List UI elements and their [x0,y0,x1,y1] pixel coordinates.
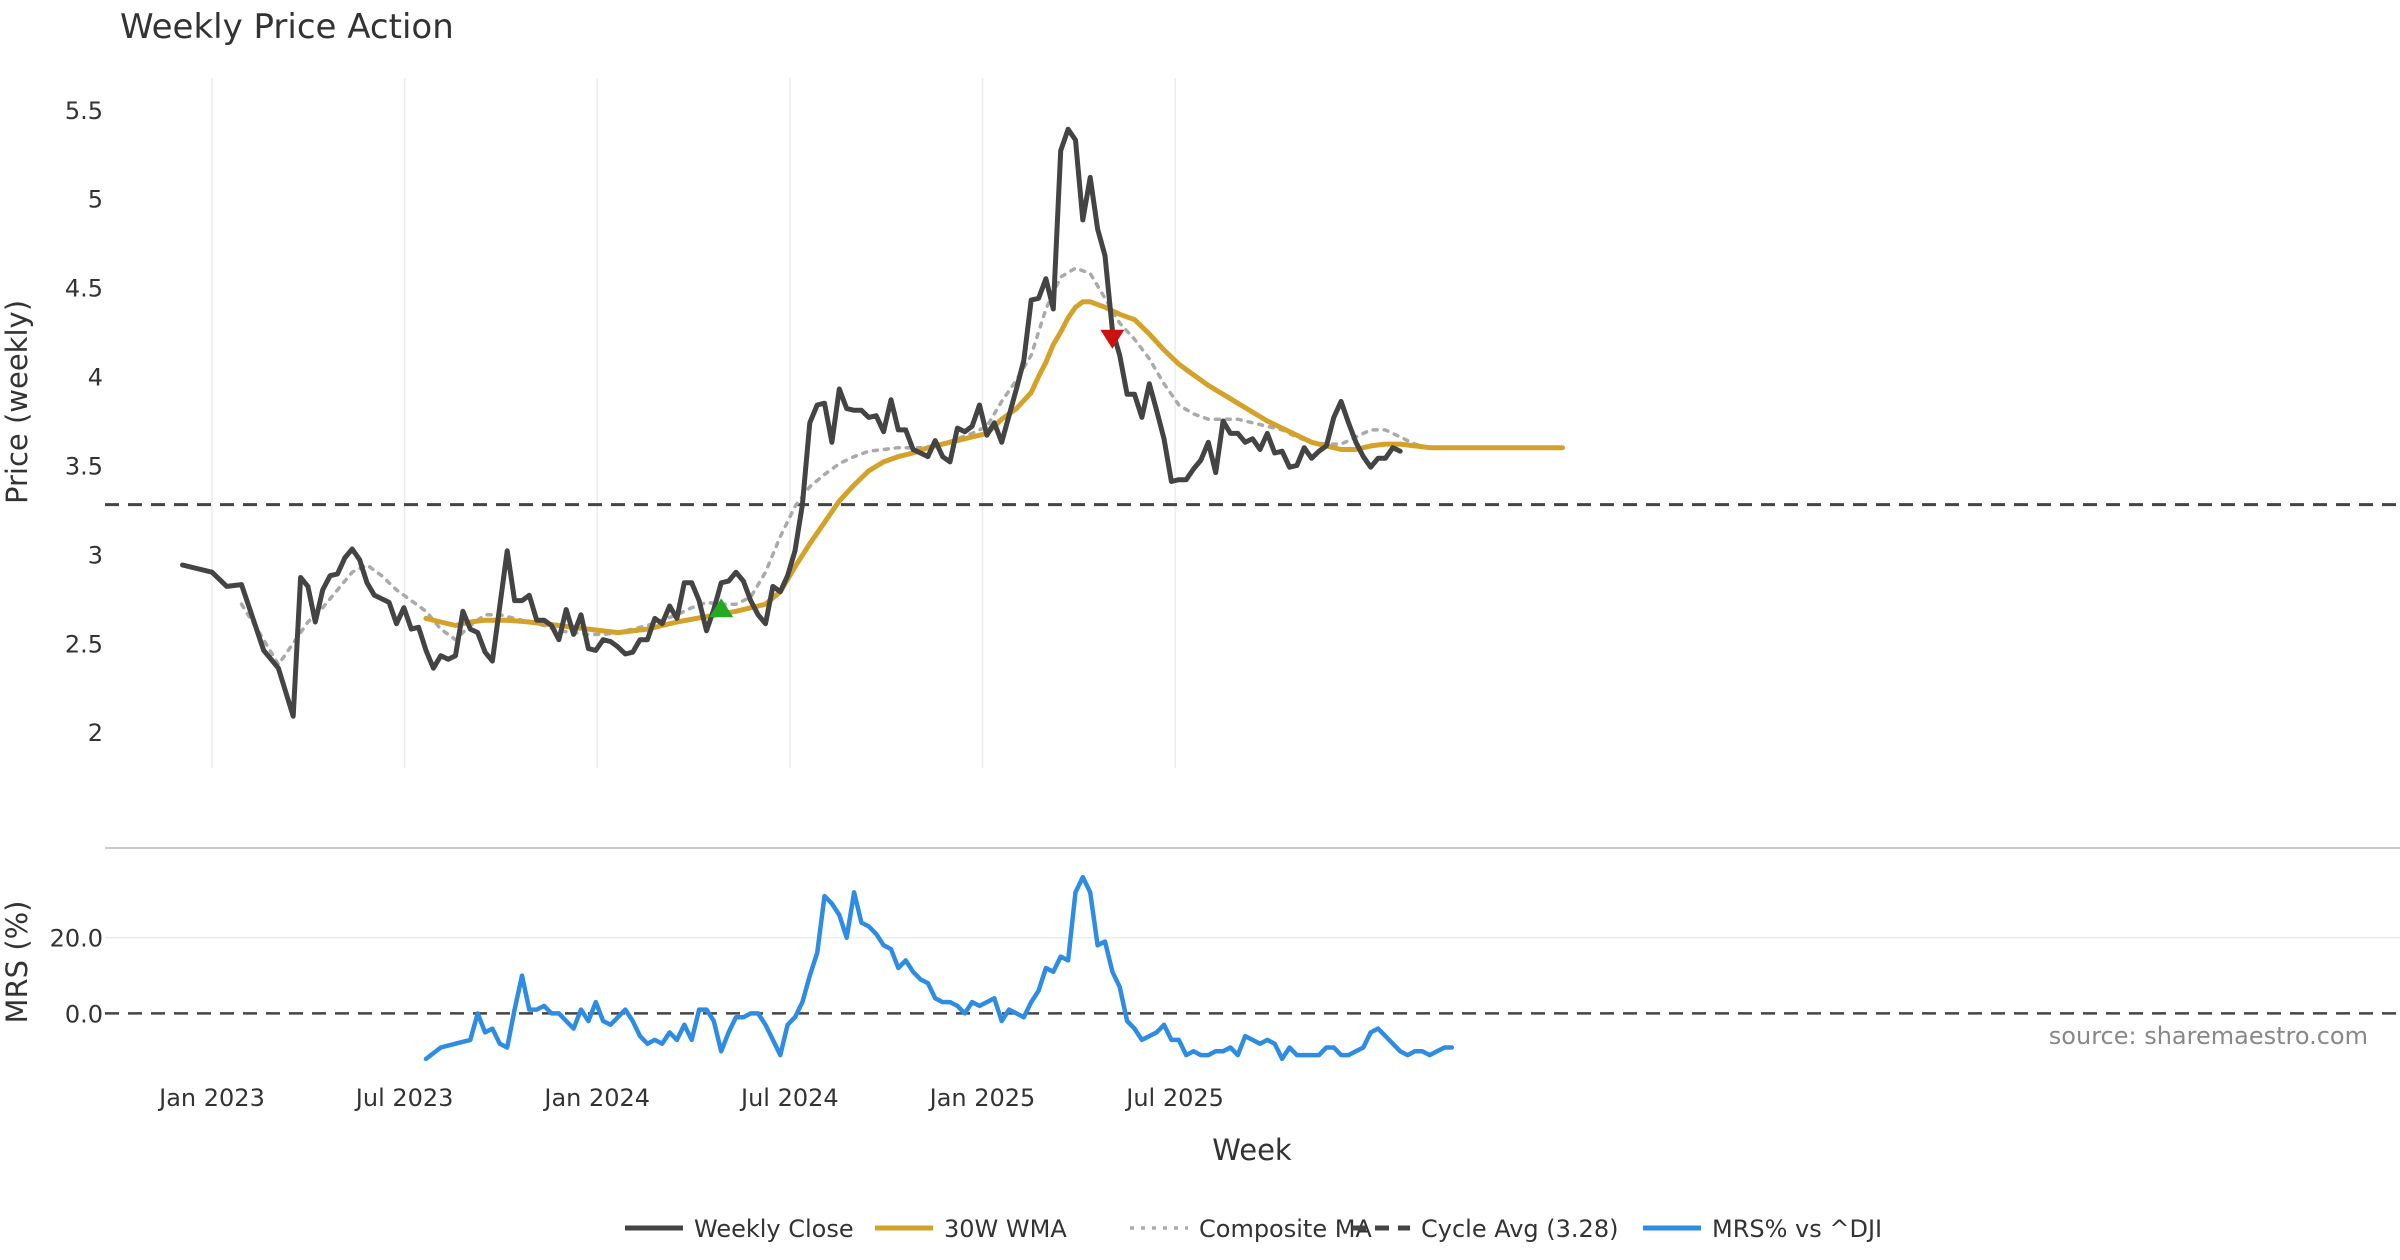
x-tick-label: Jul 2023 [354,1084,454,1112]
mrs-line [423,874,1455,1062]
x-tick-label: Jan 2024 [542,1084,650,1112]
legend: Weekly Close 30W WMA Composite MA Cycle Avg… [625,1215,1882,1243]
sell-signal-marker [1100,329,1125,349]
legend-label: Cycle Avg (3.28) [1421,1215,1618,1243]
legend-label: Weekly Close [694,1215,854,1243]
price-y-tick-label: 4 [88,364,103,392]
source-credit: source: sharemaestro.com [2049,1022,2368,1050]
price-y-tick-label: 5 [88,186,103,214]
wma-30w-line [423,299,1565,636]
x-tick-label: Jan 2023 [157,1084,265,1112]
weekly-close-line [180,126,1403,719]
x-tick-label: Jul 2025 [1124,1084,1224,1112]
price-y-tick-label: 2.5 [65,630,103,658]
price-y-axis-label: Price (weekly) [0,300,34,504]
composite-ma-line [239,266,1565,667]
legend-label: Composite MA [1199,1215,1372,1243]
legend-label: 30W WMA [944,1215,1067,1243]
x-tick-label: Jan 2025 [928,1084,1036,1112]
legend-label: MRS% vs ^DJI [1712,1215,1882,1243]
buy-signal-marker [709,598,734,618]
price-y-tick-label: 5.5 [65,97,103,125]
chart-title: Weekly Price Action [120,7,454,47]
mrs-y-tick-label: 20.0 [50,925,103,953]
mrs-y-tick-label: 0.0 [65,1000,103,1028]
price-y-tick-label: 4.5 [65,275,103,303]
price-y-tick-label: 3.5 [65,452,103,480]
price-y-tick-label: 2 [88,719,103,747]
mrs-y-axis-label: MRS (%) [0,901,34,1024]
x-axis-label: Week [1212,1133,1292,1167]
price-y-tick-label: 3 [88,541,103,569]
x-tick-label: Jul 2024 [739,1084,839,1112]
